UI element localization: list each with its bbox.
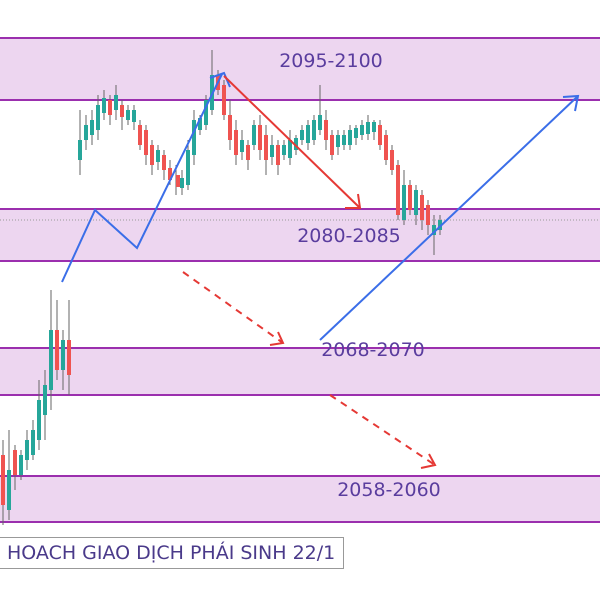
zone (0, 347, 600, 396)
up-candles (7, 75, 442, 510)
zone (0, 37, 600, 101)
zone-label: 2095-2100 (279, 50, 383, 72)
arrowhead (269, 331, 285, 346)
down-candles (1, 75, 430, 505)
zone (0, 208, 600, 262)
blue-arrow (319, 95, 579, 341)
caption: HOACH GIAO DỊCH PHÁI SINH 22/1 (0, 537, 345, 569)
zones (0, 37, 600, 523)
arrowhead (562, 94, 580, 112)
zone-label: 2080-2085 (297, 225, 401, 247)
blue-path (61, 73, 223, 283)
candles (1, 50, 442, 525)
zone-label: 2058-2060 (337, 479, 441, 501)
dashed-arrow (329, 394, 436, 466)
arrowhead (209, 71, 231, 88)
annotations (61, 71, 580, 469)
dashed-arrow (182, 271, 284, 344)
arrowhead (420, 453, 437, 469)
red-arrow (223, 75, 361, 209)
zone-label: 2068-2070 (321, 339, 425, 361)
arrowhead (345, 193, 362, 209)
zone (0, 475, 600, 523)
